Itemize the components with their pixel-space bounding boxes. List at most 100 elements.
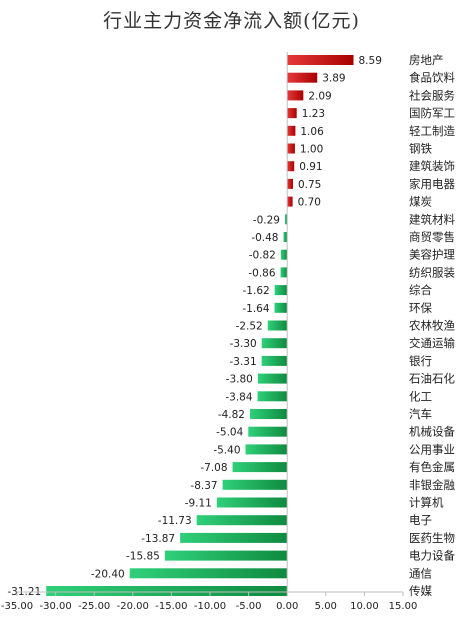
- bar-食品饮料: [287, 72, 318, 83]
- bar-银行: [261, 355, 288, 366]
- category-label: 化工: [409, 389, 432, 403]
- bar-建筑材料: [284, 214, 288, 225]
- category-label: 交通运输: [409, 336, 455, 350]
- category-label: 传媒: [409, 584, 432, 598]
- category-label: 电力设备: [409, 549, 455, 563]
- bar-电力设备: [164, 550, 288, 561]
- category-label: 钢铁: [409, 142, 432, 156]
- bar-化工: [257, 391, 288, 402]
- value-label: 8.59: [359, 55, 382, 67]
- value-label: 1.06: [300, 126, 324, 138]
- x-tick-label: -10.00: [194, 601, 226, 612]
- value-label: -11.73: [158, 515, 192, 527]
- x-axis: -35.00 -30.00 -25.00 -20.00 -15.00 -10.00 -5.0…: [1, 52, 417, 612]
- value-label: -3.80: [226, 374, 253, 386]
- value-label: -13.87: [141, 533, 175, 545]
- category-label: 计算机: [409, 496, 444, 510]
- x-tick-label: 5.00: [315, 601, 337, 612]
- category-label: 纺织服装: [409, 265, 455, 279]
- value-label: 1.23: [302, 108, 325, 120]
- category-label: 通信: [409, 566, 432, 580]
- bar-石油石化: [257, 373, 288, 384]
- bar-国防军工: [287, 108, 297, 119]
- bar-煤炭: [287, 196, 293, 207]
- value-label: -15.85: [126, 551, 160, 563]
- bar-机械设备: [248, 426, 288, 437]
- bar-轻工制造: [287, 125, 296, 136]
- value-label: -7.08: [200, 462, 227, 474]
- x-tick-label: -35.00: [1, 601, 33, 612]
- value-label: -1.64: [242, 303, 269, 315]
- value-label: -0.86: [248, 267, 275, 279]
- bar-环保: [274, 302, 288, 313]
- value-label: 0.70: [298, 197, 321, 209]
- x-tick-label: -5.00: [236, 601, 262, 612]
- category-label: 环保: [409, 301, 432, 315]
- category-label: 煤炭: [409, 195, 432, 209]
- bar-家用电器: [287, 178, 293, 189]
- bar-美容护理: [280, 249, 288, 260]
- category-label: 社会服务: [409, 88, 455, 102]
- value-label: -20.40: [91, 568, 125, 580]
- value-label: -0.48: [251, 232, 278, 244]
- value-label: -8.37: [190, 480, 217, 492]
- category-label: 建筑材料: [409, 212, 455, 226]
- value-label: -0.82: [249, 250, 276, 262]
- value-label: 0.75: [298, 179, 321, 191]
- bar-钢铁: [287, 143, 295, 154]
- value-label: 0.91: [299, 161, 322, 173]
- value-label: -3.30: [230, 338, 257, 350]
- category-label: 国防军工: [409, 106, 455, 120]
- x-tick-label: -15.00: [155, 601, 187, 612]
- x-tick-label: 10.00: [350, 601, 379, 612]
- value-label: -3.84: [225, 391, 252, 403]
- x-tick-label: -20.00: [117, 601, 149, 612]
- category-label: 汽车: [409, 407, 432, 421]
- value-label: -9.11: [185, 498, 212, 510]
- category-label: 石油石化: [409, 372, 455, 386]
- bar-通信: [129, 568, 288, 579]
- chart-title: 行业主力资金净流入额(亿元): [103, 10, 360, 32]
- value-label: -2.52: [236, 321, 263, 333]
- bar-医药生物: [180, 532, 288, 543]
- bar-汽车: [249, 409, 288, 419]
- category-label: 家用电器: [409, 177, 455, 191]
- category-label: 食品饮料: [409, 71, 455, 85]
- bar-农林牧渔: [267, 320, 288, 331]
- value-label: -1.62: [243, 285, 270, 297]
- value-label: 3.89: [322, 73, 345, 85]
- category-label: 商贸零售: [409, 230, 455, 244]
- bar-社会服务: [287, 90, 304, 101]
- bar-电子: [196, 515, 288, 526]
- value-label: 1.00: [300, 144, 323, 156]
- bar-计算机: [216, 497, 288, 508]
- category-label: 建筑装饰: [409, 159, 455, 173]
- category-label: 非银金融: [409, 478, 455, 492]
- bar-建筑装饰: [287, 161, 295, 172]
- bar-商贸零售: [283, 232, 288, 242]
- bar-交通运输: [261, 338, 288, 349]
- value-label: -3.31: [229, 356, 256, 368]
- category-label: 电子: [409, 513, 432, 527]
- category-label: 农林牧渔: [409, 319, 455, 333]
- category-label: 公用事业: [409, 442, 455, 456]
- category-label: 综合: [409, 283, 432, 297]
- bar-有色金属: [232, 462, 288, 473]
- x-tick-label: -30.00: [39, 601, 71, 612]
- bar-纺织服装: [280, 267, 288, 278]
- category-label: 银行: [409, 354, 432, 368]
- bar-公用事业: [245, 444, 288, 455]
- bar-房地产: [287, 55, 354, 65]
- bar-非银金融: [222, 479, 288, 490]
- bars-layer: 8.59 房地产 3.89 食品饮料 2.09 社会服务 1.23 国防军工 1.06 轻工制造 1…: [7, 53, 455, 598]
- category-label: 轻工制造: [409, 124, 455, 138]
- category-label: 医药生物: [409, 531, 455, 545]
- value-label: -5.04: [216, 427, 243, 439]
- x-tick-label: -25.00: [78, 601, 110, 612]
- value-label: -0.29: [253, 214, 280, 226]
- bar-综合: [274, 285, 288, 296]
- category-label: 有色金属: [409, 460, 455, 474]
- x-tick-label: 0.00: [276, 601, 298, 612]
- bar-传媒: [46, 586, 288, 596]
